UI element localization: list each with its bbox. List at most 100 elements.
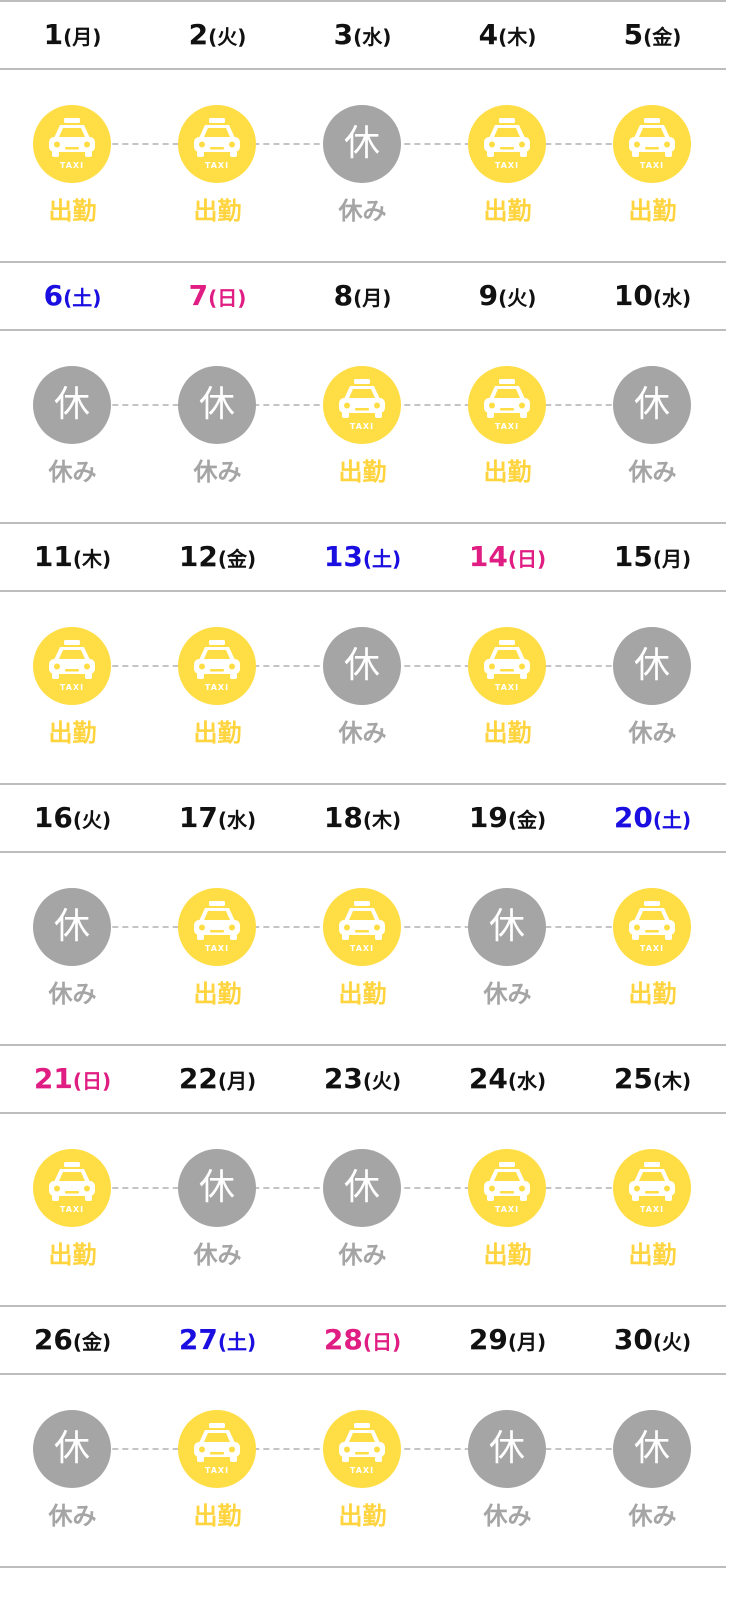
rest-icon: 休	[53, 384, 90, 425]
weekday-label: (月)	[507, 1330, 547, 1354]
weekday-label: (金)	[643, 25, 682, 49]
day-number: 16	[33, 801, 73, 834]
day-status-cell: TAXI 出勤	[145, 592, 290, 792]
date-label: 12(金)	[145, 524, 290, 590]
status-work-label: 出勤	[483, 458, 532, 486]
day-number: 10	[613, 279, 653, 312]
taxi-label: TAXI	[495, 161, 519, 170]
taxi-icon: TAXI	[484, 640, 530, 692]
rest-icon: 休	[633, 1428, 670, 1469]
status-off-label: 休み	[628, 719, 677, 747]
week-row: 16(火) 17(水) 18(木) 19(金) 20(土) 休休み TAXI 出勤 TAXI 出勤…	[0, 783, 726, 1053]
day-number: 18	[323, 801, 363, 834]
day-number: 2	[188, 18, 209, 51]
off-badge: 休	[468, 888, 546, 966]
weekday-label: (水)	[652, 286, 692, 310]
status-work-label: 出勤	[483, 1241, 532, 1269]
day-number: 28	[323, 1323, 363, 1356]
divider	[0, 522, 726, 524]
off-badge: 休	[613, 366, 691, 444]
rest-icon: 休	[343, 123, 380, 164]
shift-calendar: 1(月) 2(火) 3(水) 4(木) 5(金) TAXI 出勤 TAXI 出勤休休み TAXI 出…	[0, 0, 726, 1575]
day-status-cell: 休休み	[0, 1375, 145, 1575]
taxi-icon: TAXI	[194, 640, 240, 692]
work-badge: TAXI	[613, 888, 691, 966]
status-work-label: 出勤	[193, 980, 242, 1008]
day-status-cell: TAXI 出勤	[435, 70, 580, 270]
taxi-label: TAXI	[205, 1466, 229, 1475]
date-label: 22(月)	[145, 1046, 290, 1112]
date-label: 3(水)	[290, 2, 435, 68]
status-row: 休休み休休み TAXI 出勤 TAXI 出勤休休み	[0, 331, 726, 531]
day-status-cell: TAXI 出勤	[580, 1114, 725, 1314]
date-label: 14(日)	[435, 524, 580, 590]
weekday-label: (水)	[507, 1069, 547, 1093]
day-status-cell: 休休み	[435, 1375, 580, 1575]
taxi-label: TAXI	[640, 161, 664, 170]
day-status-cell: 休休み	[435, 853, 580, 1053]
off-badge: 休	[613, 627, 691, 705]
date-label: 16(火)	[0, 785, 145, 851]
status-off-label: 休み	[193, 458, 242, 486]
divider	[0, 590, 726, 592]
status-row: 休休み TAXI 出勤 TAXI 出勤 休休み TAXI 出勤	[0, 853, 726, 1053]
divider	[0, 261, 726, 263]
rest-icon: 休	[53, 906, 90, 947]
divider	[0, 1044, 726, 1046]
taxi-label: TAXI	[495, 683, 519, 692]
status-row: TAXI 出勤 TAXI 出勤 休休み TAXI 出勤 TAXI 出勤	[0, 70, 726, 270]
taxi-icon: TAXI	[629, 1162, 675, 1214]
status-off-label: 休み	[338, 197, 387, 225]
day-status-cell: TAXI 出勤	[0, 592, 145, 792]
taxi-icon: TAXI	[49, 1162, 95, 1214]
date-header-row: 26(金) 27(土) 28(日) 29(月) 30(火)	[0, 1307, 726, 1373]
taxi-icon: TAXI	[194, 901, 240, 953]
work-badge: TAXI	[178, 105, 256, 183]
off-badge: 休	[33, 888, 111, 966]
weekday-label: (月)	[353, 286, 392, 310]
taxi-label: TAXI	[205, 683, 229, 692]
day-status-cell: TAXI 出勤	[145, 70, 290, 270]
day-number: 6	[43, 279, 64, 312]
taxi-icon: TAXI	[194, 118, 240, 170]
day-status-cell: TAXI 出勤	[580, 70, 725, 270]
day-status-cell: TAXI 出勤	[435, 1114, 580, 1314]
divider	[0, 68, 726, 70]
date-header-row: 6(土) 7(日) 8(月) 9(火) 10(水)	[0, 263, 726, 329]
day-status-cell: 休休み	[580, 331, 725, 531]
off-badge: 休	[178, 1149, 256, 1227]
weekday-label: (月)	[63, 25, 102, 49]
work-badge: TAXI	[178, 1410, 256, 1488]
date-label: 30(火)	[580, 1307, 725, 1373]
divider	[0, 1566, 726, 1568]
off-badge: 休	[323, 1149, 401, 1227]
weekday-label: (木)	[72, 547, 112, 571]
day-status-cell: TAXI 出勤	[580, 853, 725, 1053]
day-number: 22	[178, 1062, 218, 1095]
taxi-label: TAXI	[60, 161, 84, 170]
rest-icon: 休	[198, 1167, 235, 1208]
weekday-label: (日)	[208, 286, 247, 310]
weekday-label: (土)	[63, 286, 102, 310]
work-badge: TAXI	[33, 1149, 111, 1227]
date-label: 9(火)	[435, 263, 580, 329]
work-badge: TAXI	[178, 627, 256, 705]
taxi-label: TAXI	[350, 944, 374, 953]
week-row: 11(木) 12(金) 13(土) 14(日) 15(月) TAXI 出勤 TAXI 出勤休休み…	[0, 522, 726, 792]
status-work-label: 出勤	[483, 719, 532, 747]
weekday-label: (水)	[217, 808, 257, 832]
rest-icon: 休	[343, 1167, 380, 1208]
day-number: 25	[613, 1062, 653, 1095]
date-label: 6(土)	[0, 263, 145, 329]
taxi-label: TAXI	[640, 944, 664, 953]
work-badge: TAXI	[323, 366, 401, 444]
taxi-label: TAXI	[640, 1205, 664, 1214]
taxi-label: TAXI	[350, 422, 374, 431]
rest-icon: 休	[633, 645, 670, 686]
status-off-label: 休み	[193, 1241, 242, 1269]
status-work-label: 出勤	[628, 980, 677, 1008]
date-label: 26(金)	[0, 1307, 145, 1373]
work-badge: TAXI	[323, 1410, 401, 1488]
day-status-cell: 休休み	[0, 853, 145, 1053]
taxi-icon: TAXI	[484, 1162, 530, 1214]
